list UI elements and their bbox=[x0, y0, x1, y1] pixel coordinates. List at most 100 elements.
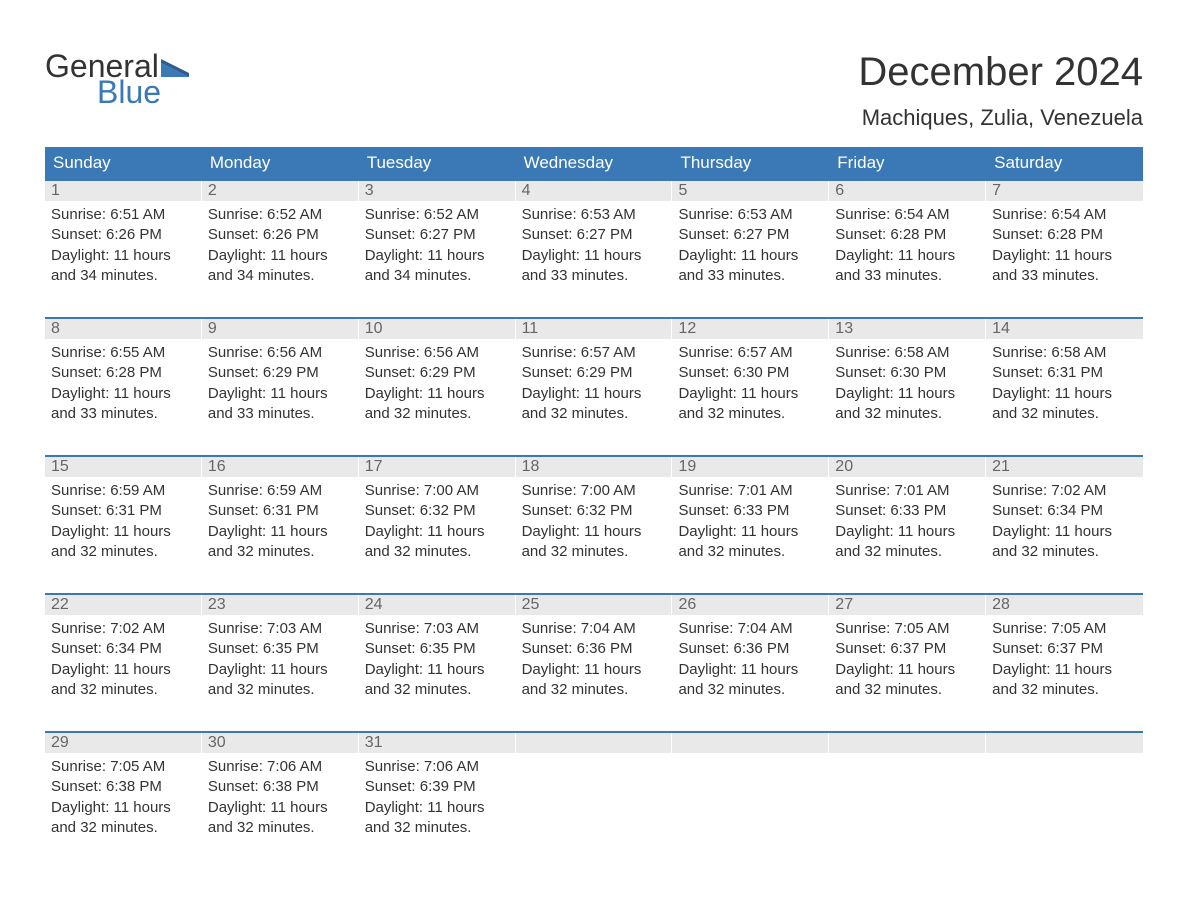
daylight-line: Daylight: 11 hours and 33 minutes. bbox=[51, 384, 196, 425]
calendar-cell bbox=[986, 733, 1143, 851]
daylight-line: Daylight: 11 hours and 32 minutes. bbox=[208, 522, 353, 563]
sunset-line: Sunset: 6:34 PM bbox=[51, 639, 196, 659]
sunset-line: Sunset: 6:31 PM bbox=[51, 501, 196, 521]
calendar-cell bbox=[672, 733, 829, 851]
calendar-cell: 1Sunrise: 6:51 AMSunset: 6:26 PMDaylight… bbox=[45, 181, 202, 299]
daylight-line: Daylight: 11 hours and 32 minutes. bbox=[522, 522, 667, 563]
calendar-cell: 10Sunrise: 6:56 AMSunset: 6:29 PMDayligh… bbox=[359, 319, 516, 437]
day-header: Tuesday bbox=[359, 147, 516, 179]
day-details: Sunrise: 6:58 AMSunset: 6:30 PMDaylight:… bbox=[829, 339, 986, 426]
day-details: Sunrise: 7:01 AMSunset: 6:33 PMDaylight:… bbox=[829, 477, 986, 564]
sunrise-line: Sunrise: 7:04 AM bbox=[678, 619, 823, 639]
daylight-line: Daylight: 11 hours and 32 minutes. bbox=[51, 660, 196, 701]
day-number: 5 bbox=[672, 181, 829, 201]
calendar-cell: 2Sunrise: 6:52 AMSunset: 6:26 PMDaylight… bbox=[202, 181, 359, 299]
location: Machiques, Zulia, Venezuela bbox=[858, 105, 1143, 131]
calendar-cell: 19Sunrise: 7:01 AMSunset: 6:33 PMDayligh… bbox=[672, 457, 829, 575]
daylight-line: Daylight: 11 hours and 34 minutes. bbox=[51, 246, 196, 287]
sunset-line: Sunset: 6:36 PM bbox=[678, 639, 823, 659]
day-number: 10 bbox=[359, 319, 516, 339]
calendar-cell: 21Sunrise: 7:02 AMSunset: 6:34 PMDayligh… bbox=[986, 457, 1143, 575]
header: General Blue December 2024 Machiques, Zu… bbox=[45, 50, 1143, 139]
day-number: 6 bbox=[829, 181, 986, 201]
sunrise-line: Sunrise: 7:03 AM bbox=[365, 619, 510, 639]
day-number: 2 bbox=[202, 181, 359, 201]
daylight-line: Daylight: 11 hours and 32 minutes. bbox=[522, 384, 667, 425]
day-number: 11 bbox=[516, 319, 673, 339]
daylight-line: Daylight: 11 hours and 32 minutes. bbox=[835, 522, 980, 563]
sunset-line: Sunset: 6:28 PM bbox=[51, 363, 196, 383]
calendar-cell: 16Sunrise: 6:59 AMSunset: 6:31 PMDayligh… bbox=[202, 457, 359, 575]
sunset-line: Sunset: 6:33 PM bbox=[835, 501, 980, 521]
sunrise-line: Sunrise: 6:54 AM bbox=[992, 205, 1137, 225]
day-number: 26 bbox=[672, 595, 829, 615]
sunrise-line: Sunrise: 6:59 AM bbox=[51, 481, 196, 501]
page-title: December 2024 bbox=[858, 50, 1143, 95]
daylight-line: Daylight: 11 hours and 33 minutes. bbox=[522, 246, 667, 287]
day-details: Sunrise: 7:05 AMSunset: 6:37 PMDaylight:… bbox=[986, 615, 1143, 702]
day-number: 31 bbox=[359, 733, 516, 753]
calendar-cell: 7Sunrise: 6:54 AMSunset: 6:28 PMDaylight… bbox=[986, 181, 1143, 299]
daylight-line: Daylight: 11 hours and 32 minutes. bbox=[208, 798, 353, 839]
calendar-week: 8Sunrise: 6:55 AMSunset: 6:28 PMDaylight… bbox=[45, 317, 1143, 437]
day-number: 13 bbox=[829, 319, 986, 339]
day-details: Sunrise: 6:59 AMSunset: 6:31 PMDaylight:… bbox=[45, 477, 202, 564]
day-number: 12 bbox=[672, 319, 829, 339]
day-details: Sunrise: 6:52 AMSunset: 6:27 PMDaylight:… bbox=[359, 201, 516, 288]
day-number: 18 bbox=[516, 457, 673, 477]
day-details: Sunrise: 7:01 AMSunset: 6:33 PMDaylight:… bbox=[672, 477, 829, 564]
sunset-line: Sunset: 6:28 PM bbox=[835, 225, 980, 245]
day-header: Thursday bbox=[672, 147, 829, 179]
day-details: Sunrise: 6:53 AMSunset: 6:27 PMDaylight:… bbox=[516, 201, 673, 288]
sunrise-line: Sunrise: 6:59 AM bbox=[208, 481, 353, 501]
daylight-line: Daylight: 11 hours and 33 minutes. bbox=[208, 384, 353, 425]
calendar-cell: 9Sunrise: 6:56 AMSunset: 6:29 PMDaylight… bbox=[202, 319, 359, 437]
day-details: Sunrise: 6:58 AMSunset: 6:31 PMDaylight:… bbox=[986, 339, 1143, 426]
calendar-cell: 25Sunrise: 7:04 AMSunset: 6:36 PMDayligh… bbox=[516, 595, 673, 713]
day-details: Sunrise: 7:05 AMSunset: 6:37 PMDaylight:… bbox=[829, 615, 986, 702]
sunset-line: Sunset: 6:27 PM bbox=[678, 225, 823, 245]
daylight-line: Daylight: 11 hours and 32 minutes. bbox=[51, 798, 196, 839]
daylight-line: Daylight: 11 hours and 32 minutes. bbox=[835, 660, 980, 701]
calendar-cell bbox=[829, 733, 986, 851]
sunrise-line: Sunrise: 7:00 AM bbox=[522, 481, 667, 501]
daylight-line: Daylight: 11 hours and 32 minutes. bbox=[835, 384, 980, 425]
day-details: Sunrise: 7:02 AMSunset: 6:34 PMDaylight:… bbox=[45, 615, 202, 702]
calendar-cell: 8Sunrise: 6:55 AMSunset: 6:28 PMDaylight… bbox=[45, 319, 202, 437]
daylight-line: Daylight: 11 hours and 33 minutes. bbox=[835, 246, 980, 287]
daylight-line: Daylight: 11 hours and 32 minutes. bbox=[208, 660, 353, 701]
calendar-cell: 29Sunrise: 7:05 AMSunset: 6:38 PMDayligh… bbox=[45, 733, 202, 851]
day-number: 3 bbox=[359, 181, 516, 201]
calendar-week: 1Sunrise: 6:51 AMSunset: 6:26 PMDaylight… bbox=[45, 179, 1143, 299]
day-details: Sunrise: 7:06 AMSunset: 6:39 PMDaylight:… bbox=[359, 753, 516, 840]
day-details: Sunrise: 6:57 AMSunset: 6:29 PMDaylight:… bbox=[516, 339, 673, 426]
day-details: Sunrise: 7:03 AMSunset: 6:35 PMDaylight:… bbox=[359, 615, 516, 702]
sunrise-line: Sunrise: 7:04 AM bbox=[522, 619, 667, 639]
day-details: Sunrise: 7:03 AMSunset: 6:35 PMDaylight:… bbox=[202, 615, 359, 702]
day-header: Sunday bbox=[45, 147, 202, 179]
day-number: 8 bbox=[45, 319, 202, 339]
daylight-line: Daylight: 11 hours and 32 minutes. bbox=[522, 660, 667, 701]
sunset-line: Sunset: 6:26 PM bbox=[208, 225, 353, 245]
daylight-line: Daylight: 11 hours and 32 minutes. bbox=[992, 660, 1137, 701]
sunset-line: Sunset: 6:27 PM bbox=[522, 225, 667, 245]
day-number bbox=[986, 733, 1143, 753]
day-number bbox=[516, 733, 673, 753]
sunrise-line: Sunrise: 6:57 AM bbox=[678, 343, 823, 363]
calendar-cell: 28Sunrise: 7:05 AMSunset: 6:37 PMDayligh… bbox=[986, 595, 1143, 713]
calendar-week: 29Sunrise: 7:05 AMSunset: 6:38 PMDayligh… bbox=[45, 731, 1143, 851]
sunset-line: Sunset: 6:31 PM bbox=[208, 501, 353, 521]
day-number: 28 bbox=[986, 595, 1143, 615]
sunrise-line: Sunrise: 6:54 AM bbox=[835, 205, 980, 225]
sunset-line: Sunset: 6:29 PM bbox=[522, 363, 667, 383]
day-number: 9 bbox=[202, 319, 359, 339]
sunset-line: Sunset: 6:37 PM bbox=[992, 639, 1137, 659]
calendar-cell: 15Sunrise: 6:59 AMSunset: 6:31 PMDayligh… bbox=[45, 457, 202, 575]
day-details: Sunrise: 7:02 AMSunset: 6:34 PMDaylight:… bbox=[986, 477, 1143, 564]
calendar-week: 15Sunrise: 6:59 AMSunset: 6:31 PMDayligh… bbox=[45, 455, 1143, 575]
calendar-cell: 4Sunrise: 6:53 AMSunset: 6:27 PMDaylight… bbox=[516, 181, 673, 299]
sunset-line: Sunset: 6:26 PM bbox=[51, 225, 196, 245]
calendar-cell: 3Sunrise: 6:52 AMSunset: 6:27 PMDaylight… bbox=[359, 181, 516, 299]
day-number: 15 bbox=[45, 457, 202, 477]
day-header-row: Sunday Monday Tuesday Wednesday Thursday… bbox=[45, 147, 1143, 179]
